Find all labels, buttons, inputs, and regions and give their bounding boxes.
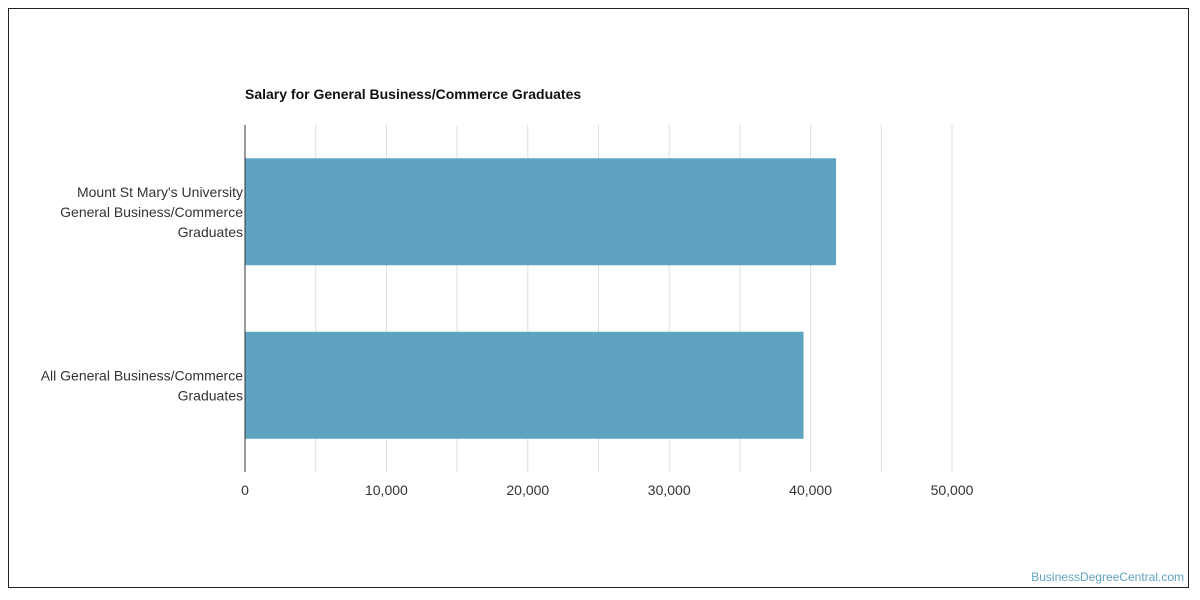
bar: [245, 158, 837, 266]
x-tick-label: 40,000: [789, 482, 832, 498]
bar: [245, 331, 804, 439]
x-tick-label: 10,000: [365, 482, 408, 498]
category-label: Mount St Mary's University General Busine…: [60, 184, 243, 240]
category-labels: Mount St Mary's University General Busine…: [41, 184, 244, 404]
x-tick-label: 50,000: [931, 482, 974, 498]
x-tick-labels: 0 10,000 20,000 30,000 40,000 50,000: [241, 482, 974, 498]
x-tick-label: 0: [241, 482, 249, 498]
x-tick-label: 30,000: [648, 482, 691, 498]
bars: [245, 158, 837, 439]
watermark[interactable]: BusinessDegreeCentral.com: [1031, 570, 1184, 584]
category-label: All General Business/Commerce Graduates: [41, 367, 244, 403]
x-tick-label: 20,000: [506, 482, 549, 498]
chart-title: Salary for General Business/Commerce Gra…: [245, 86, 581, 102]
